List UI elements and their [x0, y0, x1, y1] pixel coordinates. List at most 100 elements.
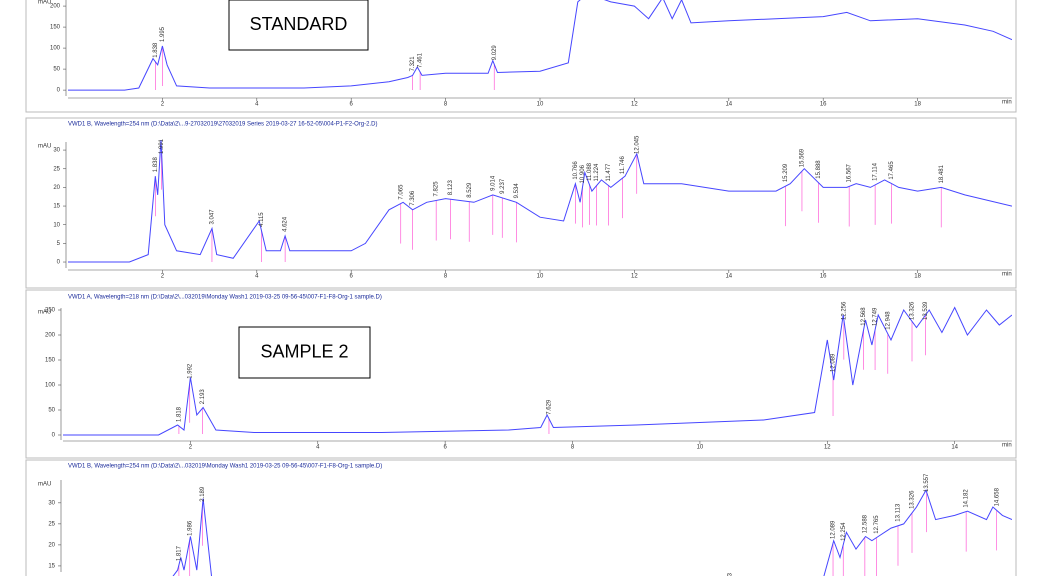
x-tick-label: 2	[161, 102, 165, 108]
y-tick-label: 0	[57, 88, 61, 94]
peak-label: 12.588	[862, 514, 868, 533]
x-tick-label: 16	[820, 102, 827, 108]
peak-label: 10.766	[573, 161, 579, 180]
x-tick-label: 18	[914, 102, 921, 108]
peak-label: 7.825	[434, 181, 440, 197]
peak-label: 12.568	[861, 307, 867, 326]
plot	[63, 306, 1012, 436]
x-tick-label: 2	[161, 274, 165, 280]
x-tick-label: 6	[350, 274, 354, 280]
panel-header: VWD1 B, Wavelength=254 nm (D:\Data\2\...…	[68, 122, 377, 128]
x-tick-label: 10	[697, 445, 704, 451]
peak-label: 11.088	[587, 162, 593, 181]
peak-label: 13.326	[910, 490, 916, 509]
x-tick-label: 8	[444, 274, 448, 280]
peak-label: 11.477	[606, 163, 612, 182]
peak-label: 2.193	[200, 389, 206, 405]
y-tick-label: 20	[53, 185, 60, 191]
x-tick-label: 8	[444, 102, 448, 108]
peak-label: 1.992	[187, 363, 193, 379]
peak-label: 4.115	[259, 212, 265, 227]
peak-label: 1.991	[159, 138, 165, 154]
peak-label: 11.224	[594, 163, 600, 182]
peak-label: 15.569	[800, 148, 806, 167]
y-tick-label: 15	[53, 204, 60, 210]
peak-label: 12.089	[831, 353, 837, 372]
y-tick-label: 20	[48, 542, 55, 548]
peak-label: 7.321	[410, 56, 416, 72]
x-tick-label: 8	[571, 445, 575, 451]
plot	[68, 140, 1012, 263]
peak-label: 1.986	[187, 520, 193, 536]
peak-label: 14.182	[964, 489, 970, 508]
panel-frame	[25, 117, 1017, 289]
peak-label: 1.818	[176, 406, 182, 422]
panel-frame	[25, 459, 1017, 576]
label-box	[238, 326, 371, 379]
y-tick-label: 30	[53, 148, 60, 154]
y-tick-label: 0	[57, 260, 61, 266]
peak-label: 18.481	[939, 164, 945, 183]
peak-label: 12.256	[841, 301, 847, 320]
y-tick-label: 100	[50, 46, 61, 52]
peak-label: 13.113	[896, 503, 902, 522]
x-tick-label: 14	[725, 102, 732, 108]
peak-label: 1.838	[153, 157, 159, 173]
peak-label: 7.065	[398, 184, 404, 200]
peak-label: 11.746	[620, 155, 626, 174]
peak-label: 7.461	[418, 52, 424, 68]
x-tick-label: 12	[631, 274, 638, 280]
peak-label: 10.473	[727, 572, 733, 576]
panel-header: VWD1 A, Wavelength=218 nm (D:\Data\2\...…	[68, 295, 382, 301]
peak-label: 1.838	[153, 42, 159, 58]
y-axis-label: mAU	[38, 0, 51, 6]
y-tick-label: 150	[45, 358, 56, 364]
peak-label: 12.948	[885, 311, 891, 330]
trace	[68, 0, 1012, 91]
y-axis-label: mAU	[38, 144, 51, 150]
peak-label: 1.995	[160, 26, 166, 42]
y-tick-label: 10	[53, 222, 60, 228]
x-tick-label: 10	[537, 274, 544, 280]
x-axis-label: min	[1002, 272, 1012, 278]
peak-label: 10.906	[580, 164, 586, 183]
peak-label: 12.749	[873, 307, 879, 326]
peak-label: 1.817	[176, 545, 182, 561]
y-tick-label: 50	[53, 67, 60, 73]
panel-frame	[25, 0, 1017, 113]
x-tick-label: 6	[443, 445, 447, 451]
x-axis-label: min	[1002, 443, 1012, 449]
peak-label: 4.624	[283, 216, 289, 232]
plot	[68, 0, 1012, 91]
peak-label: 9.014	[490, 175, 496, 191]
y-tick-label: 200	[50, 4, 61, 10]
panel-frame	[25, 289, 1017, 459]
peak-label: 17.465	[889, 161, 895, 180]
y-tick-label: 25	[53, 166, 60, 172]
x-axis-label: min	[1002, 100, 1012, 106]
trace	[68, 140, 1012, 263]
x-tick-label: 4	[255, 274, 259, 280]
x-tick-label: 4	[255, 102, 259, 108]
peak-label: 3.047	[210, 209, 216, 225]
peak-label: 9.534	[514, 183, 520, 199]
y-tick-label: 100	[45, 383, 56, 389]
peak-label: 8.529	[467, 182, 473, 198]
y-axis-label: mAU	[38, 482, 51, 488]
x-tick-label: 18	[914, 274, 921, 280]
peak-label: 15.209	[783, 163, 789, 182]
peak-label: 12.089	[831, 520, 837, 539]
peak-label: 13.539	[923, 301, 929, 320]
label-box	[228, 0, 369, 51]
y-axis-label: mAU	[38, 310, 51, 316]
x-tick-label: 6	[350, 102, 354, 108]
x-tick-label: 12	[824, 445, 831, 451]
x-tick-label: 16	[820, 274, 827, 280]
peak-label: 9.237	[500, 178, 506, 194]
peak-label: 12.045	[634, 135, 640, 154]
peak-label: 17.114	[873, 162, 879, 181]
y-tick-label: 50	[48, 408, 55, 414]
y-tick-label: 15	[48, 564, 55, 570]
x-tick-label: 2	[189, 445, 193, 451]
